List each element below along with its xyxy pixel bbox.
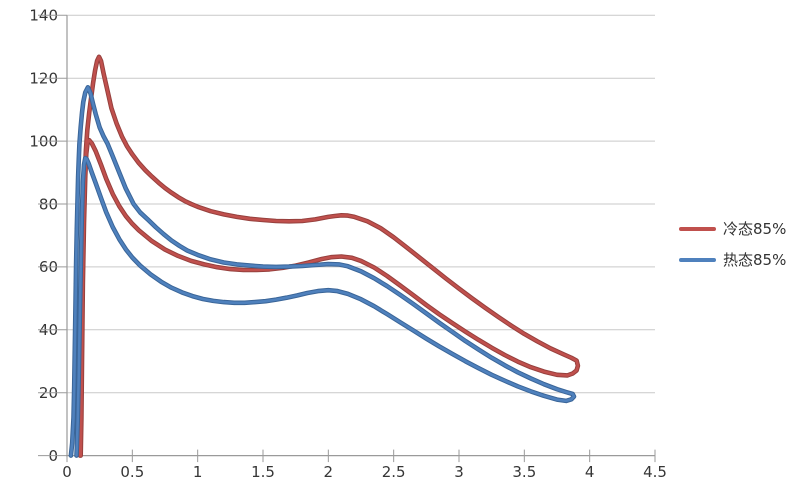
x-tick-label: 3 [454,463,464,481]
x-tick-label: 1 [193,463,203,481]
series-line-0[interactable] [78,55,580,457]
series-line-edge-0 [77,54,581,458]
x-tick-label: 2 [324,463,334,481]
legend-item-cold[interactable]: 冷态85% [679,219,786,239]
legend-swatch-hot-line [679,258,716,262]
x-tick-label: 0 [62,463,72,481]
legend-label-hot: 热态85% [723,251,787,269]
x-tick-label: 0.5 [120,463,144,481]
legend-item-hot[interactable]: 热态85% [679,250,786,270]
x-tick-label: 4 [585,463,595,481]
legend-swatch-cold-line [679,227,716,231]
x-tick-label: 1.5 [251,463,275,481]
series-line-1[interactable] [69,86,576,457]
legend-label-cold: 冷态85% [723,220,787,238]
chart-legend: 冷态85% 热态85% [679,219,786,270]
x-tick-label: 2.5 [382,463,406,481]
x-tick-label: 3.5 [512,463,536,481]
x-tick-label: 4.5 [643,463,667,481]
